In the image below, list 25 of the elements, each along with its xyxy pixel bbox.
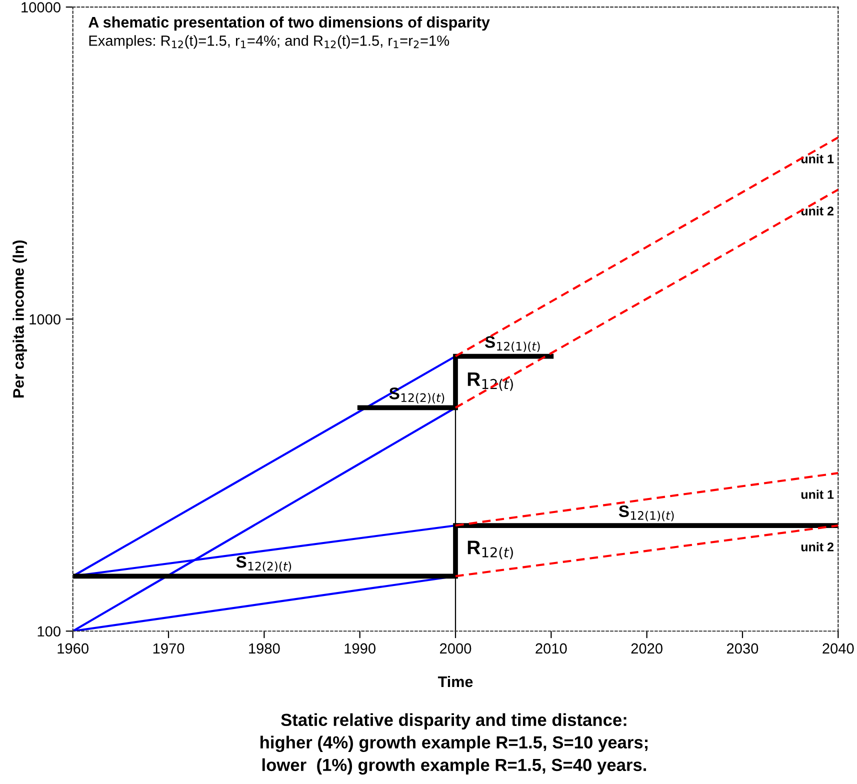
x-tick-label: 1970 bbox=[153, 643, 184, 654]
annotation: S$_{12(2)(t)}$ bbox=[236, 556, 292, 572]
annotation: S$_{12(1)(t)}$ bbox=[484, 336, 540, 352]
y-tick-label: 10000 bbox=[22, 2, 60, 12]
text: A shematic presentation of two dimensions of disparity bbox=[88, 16, 490, 31]
x-axis-title: Time bbox=[438, 676, 473, 688]
annotation: S$_{12(1)(t)}$ bbox=[618, 505, 674, 522]
x-tick-label: 2030 bbox=[727, 643, 758, 654]
text: Static relative disparity and time distance: higher (4%) growth example R=1.5, S=10 years; lower (1%) growth example R=1.5, S=40 years. bbox=[260, 713, 648, 775]
y-tick-label: 1000 bbox=[30, 314, 60, 325]
x-tick-label: 1980 bbox=[249, 643, 280, 654]
x-tick-label: 2010 bbox=[536, 643, 567, 654]
annotation: unit 2 bbox=[801, 206, 834, 216]
annotation: R$_{12(t)}$ bbox=[468, 540, 513, 560]
x-tick-label: 2020 bbox=[631, 643, 662, 654]
annotation: unit 2 bbox=[801, 542, 834, 552]
x-tick-label: 2040 bbox=[822, 643, 854, 654]
x-tick-label: 1990 bbox=[344, 643, 376, 654]
annotation: unit 1 bbox=[801, 490, 834, 499]
y-axis-title: Per capita income (ln) bbox=[12, 240, 27, 398]
x-tick-label: 2000 bbox=[440, 643, 472, 654]
x-tick-label: 1960 bbox=[58, 643, 88, 654]
text: Examples: R$_{12}$(t)=1.5, r$_{1}$=4%; and R$_{12}$(t)=1.5, r$_{1}$=r$_{2}$=1% bbox=[89, 35, 450, 49]
y-tick-label: 100 bbox=[38, 626, 60, 637]
annotation: unit 1 bbox=[801, 154, 834, 164]
